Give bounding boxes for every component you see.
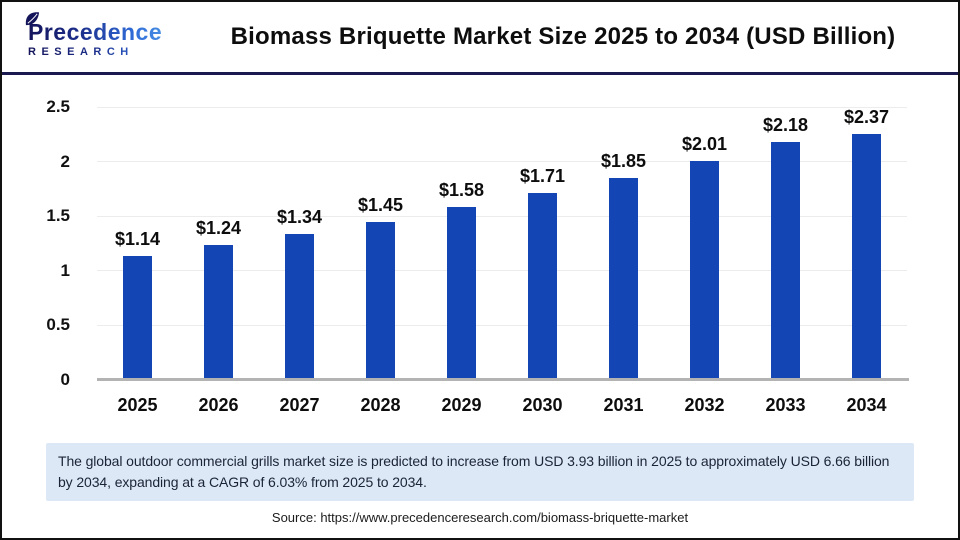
bar-group: $2.37 bbox=[826, 107, 907, 380]
x-axis-labels: 2025 2026 2027 2028 2029 2030 2031 2032 2033 2034 bbox=[97, 395, 907, 416]
logo-subtitle: RESEARCH bbox=[28, 46, 178, 58]
gridline bbox=[97, 106, 907, 108]
x-axis-label: 2028 bbox=[360, 395, 401, 415]
gridline bbox=[97, 161, 907, 163]
bar-value-label: $1.34 bbox=[276, 206, 323, 227]
x-axis-label: 2031 bbox=[603, 395, 644, 415]
bar bbox=[123, 255, 152, 380]
x-axis-line bbox=[97, 378, 909, 381]
y-axis-tick-label: 1 bbox=[60, 260, 70, 280]
header: Precedence RESEARCH Biomass Briquette Ma… bbox=[2, 2, 958, 75]
bar bbox=[528, 193, 557, 380]
bar-group: $1.24 bbox=[178, 107, 259, 380]
bar-chart: 0 0.5 1 1.5 2 2.5 $1.14 $1.24 $1.34 $1.45 $1.58 $1… bbox=[2, 75, 958, 441]
bar bbox=[852, 134, 881, 380]
x-axis-label: 2029 bbox=[441, 395, 482, 415]
gridline bbox=[97, 215, 907, 217]
page-title: Biomass Briquette Market Size 2025 to 20… bbox=[230, 23, 896, 50]
bar bbox=[609, 177, 638, 380]
summary-box: The global outdoor commercial grills mar… bbox=[46, 443, 914, 501]
bar-group: $1.45 bbox=[340, 107, 421, 380]
y-axis-tick-label: 1.5 bbox=[46, 206, 70, 226]
bar bbox=[366, 221, 395, 380]
bar-value-label: $1.14 bbox=[114, 228, 161, 249]
bar-group: $2.18 bbox=[745, 107, 826, 380]
logo-leaf-icon bbox=[25, 11, 40, 25]
x-axis-label: 2032 bbox=[684, 395, 725, 415]
bar-group: $2.01 bbox=[664, 107, 745, 380]
y-axis-tick-label: 0.5 bbox=[46, 315, 70, 335]
source-line: Source: https://www.precedenceresearch.c… bbox=[271, 510, 689, 525]
bar-value-label: $1.45 bbox=[357, 194, 404, 215]
bars-layer: $1.14 $1.24 $1.34 $1.45 $1.58 $1.71 $1.85 $2.01… bbox=[97, 107, 907, 380]
summary-text: The global outdoor commercial grills mar… bbox=[58, 453, 890, 490]
bar-value-label: $2.01 bbox=[681, 133, 728, 154]
bar-value-label: $2.37 bbox=[843, 107, 890, 127]
x-axis-label: 2027 bbox=[279, 395, 320, 415]
bar bbox=[204, 244, 233, 380]
gridline bbox=[97, 270, 907, 272]
bar-group: $1.14 bbox=[97, 107, 178, 380]
y-axis-tick-label: 2.5 bbox=[46, 97, 70, 116]
x-axis-label: 2033 bbox=[765, 395, 806, 415]
bar-group: $1.85 bbox=[583, 107, 664, 380]
x-axis-label: 2025 bbox=[117, 395, 158, 415]
bar bbox=[285, 233, 314, 380]
gridline bbox=[97, 324, 907, 326]
x-axis-label: 2030 bbox=[522, 395, 563, 415]
bar bbox=[447, 207, 476, 380]
logo-wordmark: Precedence bbox=[28, 20, 178, 44]
bar-value-label: $2.18 bbox=[762, 114, 809, 135]
precedence-research-logo: Precedence RESEARCH bbox=[25, 11, 178, 58]
plot-area: $1.14 $1.24 $1.34 $1.45 $1.58 $1.71 $1.85 $2.01… bbox=[97, 106, 907, 380]
bar-value-label: $1.85 bbox=[600, 150, 647, 171]
y-axis-labels: 0 0.5 1 1.5 2 2.5 bbox=[2, 97, 84, 389]
x-axis-label: 2034 bbox=[846, 395, 887, 415]
bar bbox=[771, 141, 800, 380]
bar-value-label: $1.71 bbox=[519, 166, 566, 187]
y-axis-tick-label: 0 bbox=[60, 370, 70, 389]
bar-group: $1.71 bbox=[502, 107, 583, 380]
bar-group: $1.34 bbox=[259, 107, 340, 380]
bar-value-label: $1.24 bbox=[195, 217, 242, 238]
bar bbox=[690, 160, 719, 380]
x-axis-label: 2026 bbox=[198, 395, 239, 415]
y-axis-tick-label: 2 bbox=[60, 151, 70, 171]
bar-value-label: $1.58 bbox=[438, 180, 485, 201]
bar-group: $1.58 bbox=[421, 107, 502, 380]
